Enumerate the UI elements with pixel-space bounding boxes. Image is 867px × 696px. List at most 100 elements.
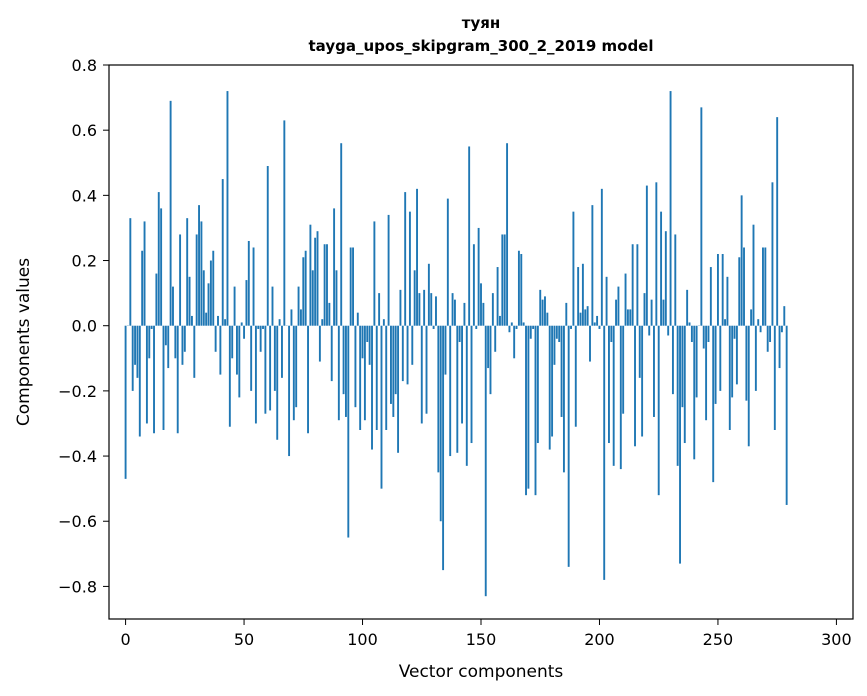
bar-157 xyxy=(496,267,499,326)
bar-240 xyxy=(693,325,696,460)
bar-166 xyxy=(517,250,520,326)
bar-29 xyxy=(193,325,196,378)
chart-subtitle: tayga_upos_skipgram_300_2_2019 model xyxy=(309,37,654,55)
bar-121 xyxy=(411,325,414,365)
bar-104 xyxy=(371,325,373,450)
bar-168 xyxy=(522,322,525,326)
bar-76 xyxy=(304,250,307,326)
bar-50 xyxy=(243,325,246,339)
bar-273 xyxy=(771,182,774,326)
bar-20 xyxy=(172,286,174,326)
bar-52 xyxy=(247,240,250,326)
bar-32 xyxy=(200,221,203,326)
bar-57 xyxy=(259,325,262,352)
bar-245 xyxy=(705,325,708,421)
bar-150 xyxy=(480,283,482,326)
bar-175 xyxy=(539,289,542,326)
bar-105 xyxy=(373,221,376,326)
bar-138 xyxy=(451,293,454,326)
bar-276 xyxy=(778,325,781,369)
bar-66 xyxy=(281,325,283,378)
bar-217 xyxy=(638,325,641,378)
bar-222 xyxy=(650,299,653,326)
bar-227 xyxy=(662,299,665,326)
bar-43 xyxy=(226,91,229,326)
bar-91 xyxy=(340,143,343,326)
bar-237 xyxy=(686,289,689,326)
bar-22 xyxy=(176,325,179,434)
bar-190 xyxy=(574,325,577,427)
bar-55 xyxy=(254,325,257,424)
bar-95 xyxy=(349,247,352,326)
bar-277 xyxy=(780,325,783,333)
bar-60 xyxy=(266,166,269,326)
bar-253 xyxy=(724,319,726,326)
bar-204 xyxy=(608,325,610,444)
y-tick-label: 0.2 xyxy=(72,252,97,271)
bar-156 xyxy=(494,325,497,352)
y-axis-label: Components values xyxy=(14,258,34,426)
bar-15 xyxy=(160,208,163,326)
bar-125 xyxy=(420,325,423,424)
bar-232 xyxy=(674,234,677,326)
bar-271 xyxy=(766,325,769,352)
x-tick-label: 100 xyxy=(347,630,378,649)
bar-181 xyxy=(553,325,556,365)
bar-167 xyxy=(520,254,523,326)
bar-12 xyxy=(153,325,155,434)
bar-31 xyxy=(198,205,200,326)
bar-140 xyxy=(456,325,459,453)
bar-69 xyxy=(288,325,291,457)
bar-54 xyxy=(252,247,255,326)
bar-191 xyxy=(577,267,580,326)
bar-10 xyxy=(148,325,151,359)
bar-41 xyxy=(221,179,224,326)
bar-235 xyxy=(681,325,684,408)
bar-64 xyxy=(276,325,279,440)
bar-172 xyxy=(532,325,535,329)
bar-82 xyxy=(318,325,321,362)
bar-111 xyxy=(387,214,390,326)
bar-102 xyxy=(366,325,369,342)
bar-71 xyxy=(292,325,295,421)
bar-265 xyxy=(752,224,755,326)
bar-42 xyxy=(224,319,227,326)
bar-58 xyxy=(262,325,264,329)
bar-261 xyxy=(743,247,745,326)
bar-170 xyxy=(527,325,530,489)
bar-17 xyxy=(164,325,167,346)
bar-201 xyxy=(600,188,603,326)
bar-169 xyxy=(525,325,527,496)
bar-132 xyxy=(437,325,440,473)
bar-96 xyxy=(352,247,354,326)
y-tick-label: −0.6 xyxy=(58,512,97,531)
bar-161 xyxy=(506,143,509,326)
bar-51 xyxy=(245,280,248,326)
bar-108 xyxy=(380,325,383,489)
x-tick-label: 250 xyxy=(703,630,734,649)
bar-38 xyxy=(214,325,217,352)
bar-34 xyxy=(205,312,208,326)
bar-144 xyxy=(465,325,468,466)
bar-86 xyxy=(328,302,331,326)
bar-234 xyxy=(679,325,681,564)
chart-title: туян xyxy=(462,14,500,32)
bar-37 xyxy=(212,250,215,326)
bar-142 xyxy=(461,325,463,424)
bar-243 xyxy=(700,107,703,326)
bar-40 xyxy=(219,325,222,375)
bar-148 xyxy=(475,325,478,329)
bar-70 xyxy=(290,309,293,326)
bar-171 xyxy=(529,325,532,339)
bar-211 xyxy=(624,273,627,326)
bar-219 xyxy=(643,293,646,326)
bar-272 xyxy=(769,325,772,342)
bar-252 xyxy=(721,254,724,326)
bar-165 xyxy=(515,325,518,329)
bar-100 xyxy=(361,325,364,359)
bar-44 xyxy=(228,325,231,427)
bar-208 xyxy=(617,286,620,326)
bar-215 xyxy=(634,325,636,447)
bar-139 xyxy=(453,299,456,326)
bar-160 xyxy=(503,234,506,326)
